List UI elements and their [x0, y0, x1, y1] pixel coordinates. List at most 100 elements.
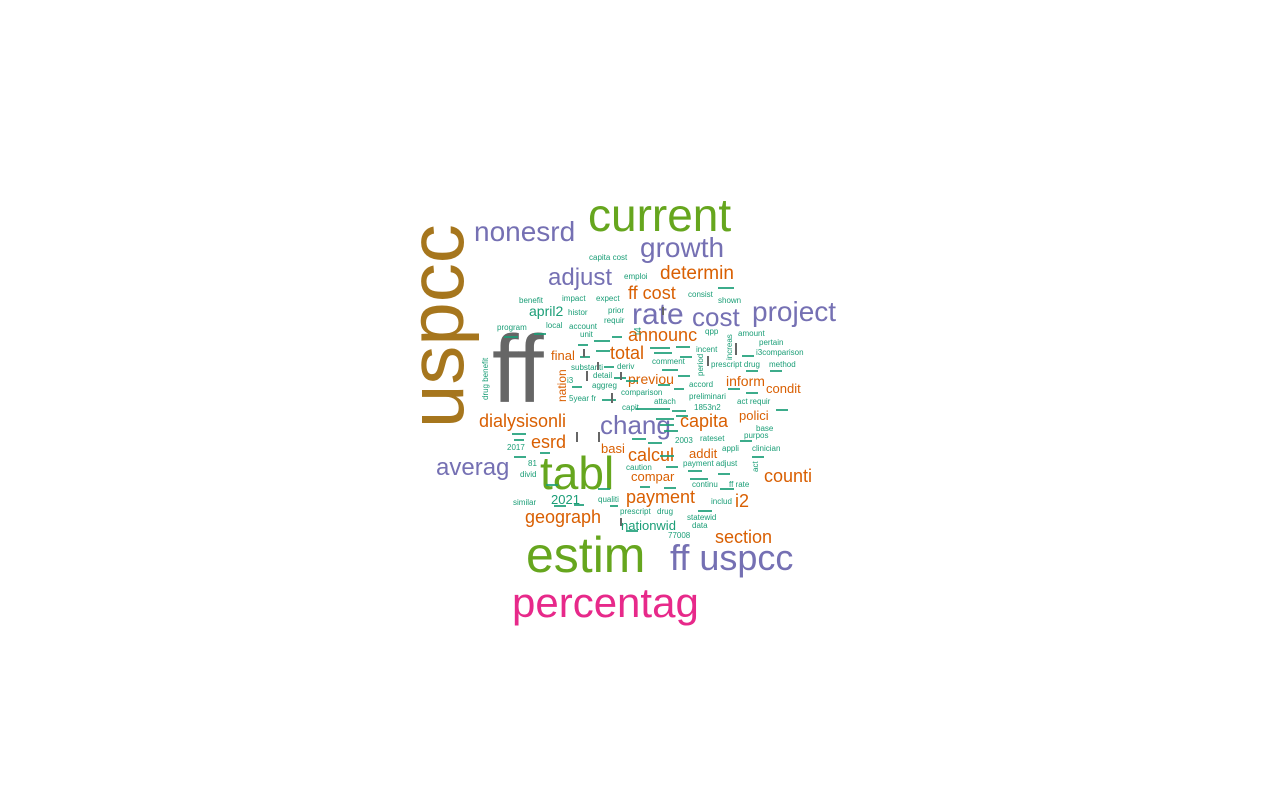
word-esrd: esrd: [531, 432, 567, 452]
word-geograph: geograph: [525, 507, 602, 527]
word-incent: incent: [696, 345, 718, 354]
word-clinician: clinician: [752, 444, 781, 453]
word-nonesrd: nonesrd: [474, 216, 576, 247]
word-purpos: purpos: [744, 431, 769, 440]
word-2017: 2017: [507, 443, 525, 452]
word-payment-adjust: payment adjust: [683, 459, 738, 468]
word-aggreg: aggreg: [592, 381, 617, 390]
word-amount: amount: [738, 329, 765, 338]
word-tabl: tabl: [540, 447, 615, 499]
word-1853n2: 1853n2: [694, 403, 721, 412]
word-shown: shown: [718, 296, 742, 305]
word-i3comparison: i3comparison: [756, 348, 804, 357]
word-chang: chang: [600, 410, 671, 440]
word-qpp: qpp: [705, 327, 719, 336]
word-capit: capit: [622, 403, 639, 412]
word-divid: divid: [520, 470, 537, 479]
word-comparison: comparison: [621, 388, 663, 397]
word-final: final: [551, 348, 575, 363]
word-prior: prior: [608, 306, 625, 315]
word-growth: growth: [640, 232, 725, 263]
word-basi: basi: [601, 441, 625, 456]
word-accord: accord: [689, 380, 714, 389]
word-appli: appli: [722, 444, 739, 453]
word-project: project: [752, 296, 837, 327]
word-requir: requir: [604, 316, 625, 325]
word-dialysisonli: dialysisonli: [479, 411, 567, 431]
word-addit: addit: [689, 446, 718, 461]
word-pertain: pertain: [759, 338, 784, 347]
word-calcul: calcul: [628, 445, 675, 465]
word-nation: nation: [555, 369, 569, 402]
word-nationwid: nationwid: [621, 518, 676, 533]
word-averag: averag: [436, 454, 510, 481]
word-caution: caution: [626, 463, 652, 472]
word-method: method: [769, 360, 796, 369]
word-rate: rate: [632, 298, 684, 331]
word-i4: i4: [633, 327, 644, 335]
word-ff: ff: [492, 316, 544, 423]
word-april2: april2: [529, 303, 564, 319]
word-compar: compar: [631, 469, 675, 484]
word-determin: determin: [660, 263, 734, 284]
word-similar: similar: [513, 498, 537, 507]
word-total: total: [610, 343, 645, 363]
word-uspcc: uspcc: [392, 224, 480, 428]
word-increas: increas: [725, 334, 734, 360]
word-detail: detail: [593, 371, 613, 380]
word-benefit: benefit: [519, 296, 544, 305]
word-adjust: adjust: [548, 264, 613, 291]
word-program: program: [497, 323, 527, 332]
word-preliminari: preliminari: [689, 392, 726, 401]
word-i3: i3: [567, 376, 574, 385]
word-histor: histor: [568, 308, 588, 317]
word-condit: condit: [766, 381, 801, 396]
word-ff-cost: ff cost: [628, 283, 676, 303]
word-drug: drug: [657, 507, 674, 516]
word-prescript: prescript: [620, 507, 651, 516]
word-qualiti: qualiti: [598, 495, 619, 504]
word-period: period: [696, 353, 705, 376]
word-inform: inform: [726, 373, 765, 389]
word-includ: includ: [711, 497, 732, 506]
word-capita-cost: capita cost: [589, 253, 628, 262]
word-statewid: statewid: [687, 513, 717, 522]
word-impact: impact: [562, 294, 586, 303]
word-emploi: emploi: [624, 272, 648, 281]
word-unit: unit: [580, 330, 593, 339]
word-estim: estim: [526, 527, 646, 583]
word-act-requir: act requir: [737, 397, 771, 406]
word-rateset: rateset: [700, 434, 725, 443]
word-capita: capita: [680, 411, 729, 431]
word-77008: 77008: [668, 531, 691, 540]
word-2003: 2003: [675, 436, 693, 445]
word-81: 81: [528, 459, 537, 468]
word-i2: i2: [735, 491, 750, 511]
word-percentag: percentag: [512, 579, 699, 626]
word-current: current: [588, 189, 732, 241]
word-drug-benefit: drug benefit: [481, 357, 490, 400]
word-data: data: [692, 521, 708, 530]
word-attach: attach: [654, 397, 676, 406]
word-previou: previou: [628, 371, 674, 387]
word-base: base: [756, 424, 774, 433]
word-2021: 2021: [551, 492, 580, 507]
word-prescript-drug: prescript drug: [711, 360, 760, 369]
word-payment: payment: [626, 487, 696, 507]
word-expect: expect: [596, 294, 620, 303]
word-polici: polici: [739, 408, 769, 423]
word-section: section: [715, 527, 773, 547]
word-act: act: [751, 461, 760, 472]
word-ff-rate: ff rate: [729, 480, 750, 489]
word-cost: cost: [692, 302, 740, 332]
word-consist: consist: [688, 290, 713, 299]
word-comment: comment: [652, 357, 685, 366]
word-account: account: [569, 322, 598, 331]
word-5year-fr: 5year fr: [569, 394, 597, 403]
word-continu: continu: [692, 480, 718, 489]
word-announc: announc: [628, 325, 698, 345]
word-counti: counti: [764, 466, 813, 486]
word-local: local: [546, 321, 563, 330]
